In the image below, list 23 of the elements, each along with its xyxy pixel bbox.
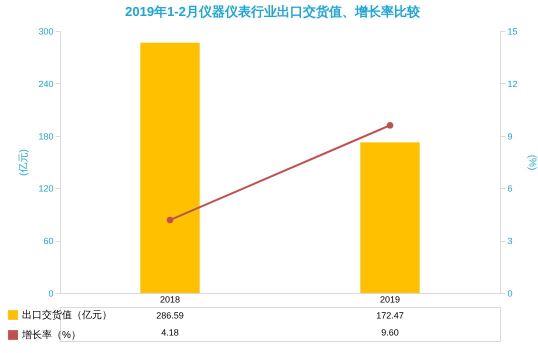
y2-axis-title: (%)	[526, 154, 538, 170]
y2-tick-label: 6	[508, 184, 513, 194]
x-tick-label: 2018	[160, 294, 180, 304]
y-tick-label: 60	[43, 236, 54, 246]
chart-title: 2019年1-2月仪器仪表行业出口交货值、增长率比较	[125, 4, 421, 19]
y2-tick-label: 0	[508, 288, 513, 298]
data-label: 4.18	[161, 328, 179, 338]
y2-tick-label: 15	[508, 26, 518, 36]
y-tick-label: 120	[38, 184, 54, 194]
data-label: 9.60	[381, 328, 399, 338]
y-tick-label: 0	[48, 288, 54, 298]
y-tick-label: 300	[38, 26, 54, 36]
y-axis-title: (亿元)	[18, 149, 30, 176]
y2-tick-label: 12	[508, 78, 518, 89]
data-label: 172.47	[376, 310, 404, 320]
y-tick-label: 180	[38, 131, 54, 142]
legend-label: 增长率（%）	[21, 329, 81, 341]
legend-label: 出口交货值（亿元）	[22, 309, 112, 321]
y2-tick-label: 3	[508, 236, 513, 246]
y2-tick-label: 9	[508, 131, 513, 142]
data-label: 286.59	[156, 310, 184, 320]
x-tick-label: 2019	[380, 294, 400, 304]
y-tick-label: 240	[38, 78, 54, 89]
